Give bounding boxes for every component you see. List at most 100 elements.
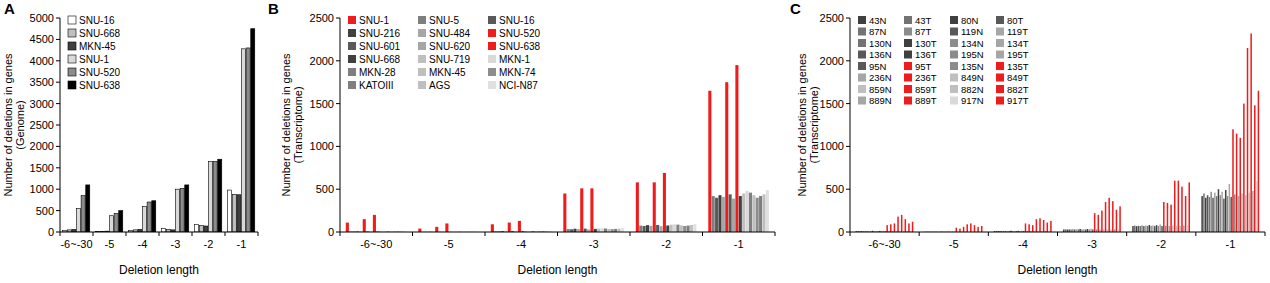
y-tick [56, 82, 60, 83]
x-tick-label: -4 [138, 238, 148, 250]
legend-label: 95T [915, 61, 932, 72]
y-tick-label: 2500 [30, 119, 54, 131]
bar [584, 229, 587, 232]
bar [762, 194, 765, 232]
y-tick-label: 2000 [310, 55, 334, 67]
x-tick [775, 232, 776, 236]
bar [147, 202, 151, 232]
bar [729, 194, 732, 232]
bar [1172, 226, 1174, 232]
y-tick [846, 18, 850, 19]
y-tick-label: 1000 [820, 140, 844, 152]
legend-swatch [418, 16, 426, 24]
bar [1025, 223, 1027, 232]
x-tick-label: -5 [444, 238, 454, 250]
legend-label: 882T [1007, 84, 1029, 95]
bar [687, 226, 690, 232]
legend-swatch [996, 62, 1004, 70]
x-tick [919, 232, 920, 236]
y-tick [56, 18, 60, 19]
y-tick-label: 2000 [30, 140, 54, 152]
bar [1154, 226, 1156, 232]
y-tick [336, 60, 340, 61]
bar [1165, 226, 1167, 232]
bar [1136, 226, 1138, 232]
legend-label: MKN-1 [499, 54, 531, 65]
legend-swatch [904, 62, 912, 70]
panel: C Number of deletions in genes(Transcript… [790, 0, 1265, 277]
bar [1116, 210, 1118, 232]
legend-swatch [858, 28, 866, 36]
legend-swatch [996, 85, 1004, 93]
y-label-line: (Genome) [14, 100, 26, 150]
legend-swatch [348, 42, 356, 50]
x-tick [630, 232, 631, 236]
legend-swatch [348, 55, 356, 63]
legend-swatch [348, 68, 356, 76]
bar [1210, 192, 1212, 232]
y-tick-label: 4000 [30, 55, 54, 67]
x-tick-label: -2 [661, 238, 671, 250]
bar [970, 223, 972, 232]
y-tick [846, 189, 850, 190]
bar [1214, 193, 1216, 232]
legend-label: SNU-520 [79, 67, 121, 78]
y-tick [56, 125, 60, 126]
bar [663, 173, 666, 232]
bar [981, 226, 983, 232]
legend-label: MKN-45 [429, 67, 466, 78]
bar [715, 198, 718, 232]
bar [1236, 134, 1238, 232]
legend-label: KATOIII [359, 80, 394, 91]
x-tick-label: -5 [105, 238, 115, 250]
y-tick-label: 2000 [820, 55, 844, 67]
bar [1216, 196, 1218, 232]
panel: ANumber of deletions in genes(Genome)050… [2, 0, 258, 277]
bar [974, 225, 976, 232]
legend-swatch [858, 97, 866, 105]
x-tick-label: -3 [589, 238, 599, 250]
legend-label: SNU-1 [359, 15, 389, 26]
panel-title: C [790, 0, 801, 17]
legend-label: 135N [961, 61, 984, 72]
legend-swatch [488, 68, 496, 76]
y-tick-label: 3000 [30, 98, 54, 110]
legend-label: 849N [961, 72, 984, 83]
y-tick-label: 5000 [30, 12, 54, 24]
y-label: Number of deletions in genes(Genome) [2, 53, 26, 197]
legend-label: SNU-216 [359, 28, 401, 39]
bar [1247, 48, 1249, 232]
bar [1139, 226, 1141, 232]
legend-swatch [418, 42, 426, 50]
bar [1229, 184, 1231, 232]
legend-label: 80T [1007, 15, 1024, 26]
legend-label: 236N [869, 72, 892, 83]
bar [725, 82, 728, 232]
legend-label: MKN-74 [499, 67, 536, 78]
y-label: Number of deletions in genes(Transcripto… [796, 53, 820, 197]
legend-label: 43N [869, 15, 887, 26]
bar [508, 223, 511, 232]
bar [1145, 225, 1147, 232]
bar [251, 29, 255, 232]
legend-swatch [858, 16, 866, 24]
x-tick [258, 232, 259, 236]
bar [185, 185, 189, 232]
y-tick [336, 146, 340, 147]
bar [912, 222, 914, 232]
legend-label: SNU-601 [359, 41, 401, 52]
bar [683, 226, 686, 232]
bar [1150, 226, 1152, 232]
y-axis [60, 18, 61, 232]
bar [680, 225, 683, 232]
bar [1105, 202, 1107, 232]
bar [209, 161, 213, 232]
bar [1170, 205, 1172, 232]
bar [601, 228, 604, 232]
legend-swatch [950, 39, 958, 47]
bar [666, 225, 669, 232]
legend-label: 917N [961, 95, 984, 106]
bar [636, 182, 639, 232]
bar [597, 229, 600, 232]
y-tick-label: 4500 [30, 33, 54, 45]
